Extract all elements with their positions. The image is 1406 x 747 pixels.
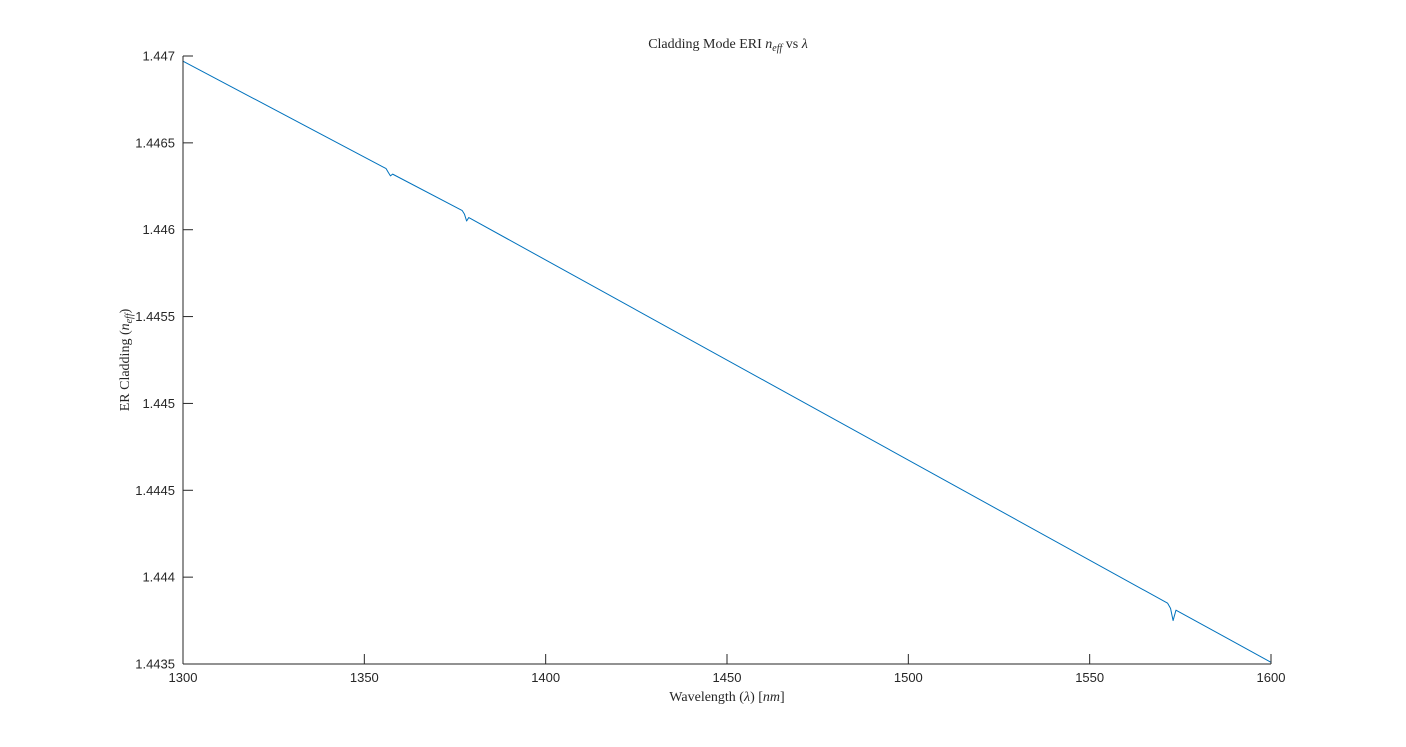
x-tick-label: 1550 xyxy=(1075,670,1104,685)
y-tick-label: 1.446 xyxy=(142,222,175,237)
y-tick-label: 1.4465 xyxy=(135,135,175,150)
ylabel-prefix: ER Cladding ( xyxy=(118,330,133,411)
xlabel-lambda: λ xyxy=(743,690,750,705)
y-tick-label: 1.4435 xyxy=(135,657,175,672)
x-tick-label: 1450 xyxy=(713,670,742,685)
series-line xyxy=(182,60,1272,663)
x-tick-label: 1350 xyxy=(350,670,379,685)
xlabel-prefix: Wavelength ( xyxy=(669,690,744,705)
title-prefix: Cladding Mode ERI xyxy=(648,37,765,52)
xlabel-unit: nm xyxy=(763,690,780,705)
plot-area: 1300 1350 1400 1450 1500 1550 1600 1.4435 1.444… xyxy=(135,49,1285,686)
x-tick-label: 1300 xyxy=(169,670,198,685)
y-ticks: 1.4435 1.444 1.4445 1.445 1.4455 1.446 1.4465 1… xyxy=(135,49,193,672)
y-tick-label: 1.4455 xyxy=(135,309,175,324)
xlabel-suffix: ] xyxy=(780,690,785,705)
y-tick-label: 1.445 xyxy=(142,396,175,411)
title-var: n xyxy=(765,37,772,52)
x-tick-label: 1600 xyxy=(1257,670,1286,685)
y-tick-label: 1.444 xyxy=(142,570,175,585)
x-tick-label: 1500 xyxy=(894,670,923,685)
xlabel-mid: ) [ xyxy=(750,690,763,705)
ylabel-var: n xyxy=(118,323,133,330)
ylabel-suffix: ) xyxy=(118,308,133,313)
series-layer xyxy=(182,60,1272,663)
x-axis-title: Wavelength (λ) [nm] xyxy=(669,690,784,705)
title-suffix: vs xyxy=(782,37,801,52)
y-tick-label: 1.447 xyxy=(142,49,175,64)
y-axis-title: ER Cladding (neff) xyxy=(118,308,135,411)
x-tick-label: 1400 xyxy=(531,670,560,685)
title-lambda: λ xyxy=(801,37,808,52)
ylabel-sub: eff xyxy=(124,312,135,323)
chart-title: Cladding Mode ERI neff vs λ xyxy=(648,37,808,54)
y-tick-label: 1.4445 xyxy=(135,483,175,498)
title-sub: eff xyxy=(772,43,783,54)
x-ticks: 1300 1350 1400 1450 1500 1550 1600 xyxy=(169,654,1286,685)
